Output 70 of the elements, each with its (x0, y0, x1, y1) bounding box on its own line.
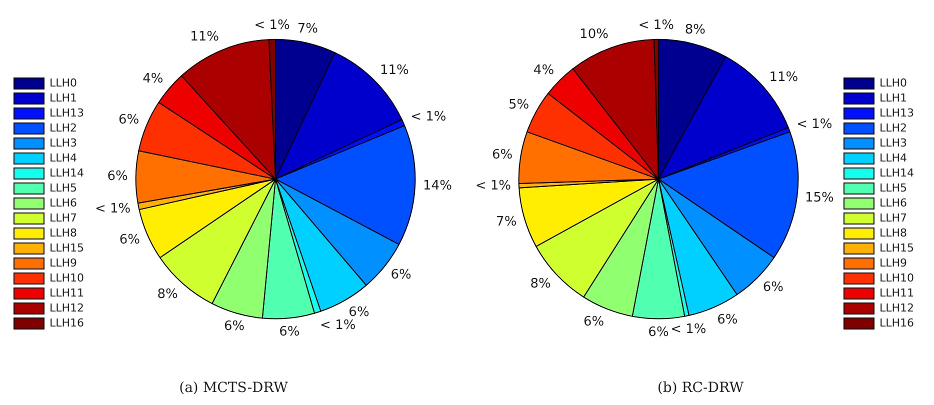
data-label: 7% (297, 21, 318, 36)
legend-label: LLH9 (879, 256, 908, 270)
data-label: 5% (508, 97, 530, 112)
legend-label: LLH14 (50, 166, 84, 180)
data-label: 6% (107, 169, 128, 184)
data-label: 6% (717, 312, 738, 328)
data-label: 6% (492, 147, 513, 162)
legend-label: LLH11 (879, 286, 914, 300)
data-label: < 1% (796, 117, 832, 132)
data-label: 6% (762, 280, 784, 296)
data-label: 6% (348, 304, 370, 320)
legend-label: LLH8 (879, 226, 908, 240)
legend-label: LLH4 (50, 151, 78, 164)
legend-label: LLH16 (50, 316, 84, 330)
data-label: < 1% (670, 322, 706, 337)
legend-label: LLH1 (879, 91, 908, 104)
data-label: 6% (279, 324, 300, 340)
legend-label: LLH7 (879, 211, 908, 224)
data-label: 11% (380, 62, 409, 78)
data-label: 6% (390, 268, 412, 283)
data-label: 4% (142, 72, 164, 87)
data-label: < 1% (410, 109, 446, 124)
data-label: < 1% (95, 201, 131, 216)
data-label: 15% (805, 190, 834, 206)
text: (a) MCTS-DRW (179, 380, 288, 396)
legend-label: LLH2 (50, 121, 78, 134)
legend-label: LLH13 (879, 106, 914, 120)
data-label: < 1% (254, 18, 290, 33)
legend-label: LLH12 (879, 301, 914, 314)
legend-label: LLH3 (50, 136, 78, 150)
data-label: < 1% (638, 18, 674, 33)
legend-label: LLH10 (50, 271, 84, 284)
legend-label: LLH0 (50, 76, 78, 90)
data-label: 10% (580, 26, 608, 42)
legend-label: LLH5 (879, 181, 908, 194)
data-label: 6% (648, 325, 669, 340)
data-label: 6% (224, 319, 245, 334)
legend-label: LLH7 (50, 211, 78, 224)
data-label: < 1% (320, 318, 356, 333)
data-label: 6% (118, 112, 140, 128)
legend-label: LLH9 (50, 256, 78, 270)
text: (b) RC-DRW (657, 380, 744, 396)
data-label: 6% (584, 314, 604, 330)
legend-label: LLH0 (879, 76, 908, 90)
data-label: 7% (496, 214, 517, 230)
data-label: 6% (119, 232, 140, 248)
data-label: 14% (423, 178, 452, 194)
legend-label: LLH14 (879, 166, 914, 180)
legend-label: LLH5 (50, 181, 78, 194)
data-label: 8% (157, 286, 178, 302)
legend-label: LLH3 (879, 136, 908, 150)
legend-label: LLH16 (879, 316, 914, 330)
data-label: 4% (533, 62, 554, 78)
data-label: 11% (769, 70, 798, 85)
data-label: 8% (684, 22, 706, 38)
legend-label: LLH10 (879, 271, 914, 284)
legend-label: LLH12 (50, 301, 84, 314)
data-label: 8% (530, 276, 551, 292)
legend-label: LLH8 (50, 226, 78, 240)
data-label: < 1% (475, 178, 511, 194)
legend-label: LLH4 (879, 151, 908, 164)
legend-label: LLH1 (50, 91, 78, 104)
legend-label: LLH2 (879, 121, 908, 134)
legend-label: LLH15 (50, 241, 84, 254)
legend-label: LLH6 (879, 196, 908, 210)
legend-label: LLH13 (50, 106, 84, 120)
data-label: 11% (190, 29, 219, 44)
legend-label: LLH11 (50, 286, 84, 300)
legend-label: LLH15 (879, 241, 914, 254)
legend-label: LLH6 (50, 196, 78, 210)
